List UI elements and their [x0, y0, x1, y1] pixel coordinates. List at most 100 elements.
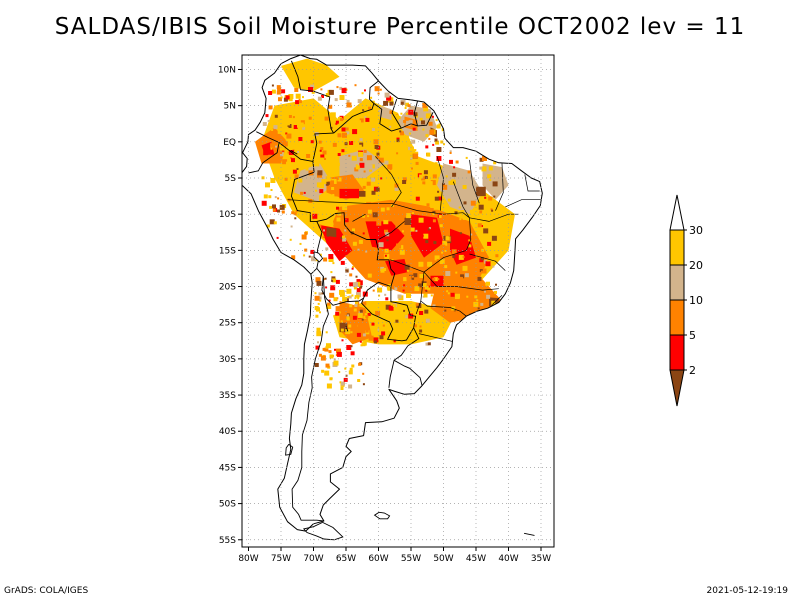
data-pixel: [327, 302, 331, 306]
lat-label: 25S: [219, 319, 236, 329]
data-pixel: [438, 215, 442, 218]
data-pixel: [280, 105, 283, 108]
data-pixel: [387, 164, 393, 170]
data-pixel: [295, 93, 301, 99]
data-pixel: [279, 204, 285, 210]
data-pixel: [462, 185, 467, 189]
percentile-patch-red: [385, 259, 408, 276]
data-pixel: [430, 204, 435, 208]
data-pixel: [423, 106, 429, 112]
data-pixel: [363, 170, 366, 173]
data-pixel: [319, 149, 322, 152]
data-pixel: [367, 139, 371, 143]
data-pixel: [347, 314, 349, 317]
data-pixel: [402, 180, 407, 184]
data-pixel: [295, 210, 298, 213]
data-pixel: [487, 241, 492, 246]
data-pixel: [480, 302, 484, 306]
data-pixel: [318, 157, 324, 163]
data-pixel: [333, 358, 336, 361]
data-pixel: [263, 150, 269, 156]
data-pixel: [469, 209, 474, 214]
data-pixel: [328, 184, 331, 187]
lat-label: 10N: [218, 65, 236, 75]
data-pixel: [447, 292, 450, 295]
data-pixel: [444, 289, 447, 292]
data-pixel: [419, 174, 424, 179]
legend-swatch: [669, 264, 685, 301]
data-pixel: [434, 255, 440, 261]
data-pixel: [406, 269, 409, 272]
data-pixel: [340, 260, 345, 265]
data-pixel: [491, 235, 497, 241]
data-pixel: [354, 206, 359, 211]
data-pixel: [339, 86, 343, 90]
data-pixel: [351, 294, 354, 297]
data-pixel: [314, 196, 319, 202]
data-pixel: [368, 146, 371, 149]
lat-label: 15S: [219, 246, 236, 256]
data-pixel: [372, 289, 375, 292]
data-pixel: [446, 290, 449, 293]
data-pixel: [400, 131, 404, 136]
data-pixel: [418, 184, 424, 190]
data-pixel: [358, 210, 364, 215]
data-pixel: [367, 132, 371, 136]
data-pixel: [446, 234, 449, 237]
data-pixel: [484, 196, 487, 199]
data-pixel: [277, 197, 280, 200]
data-pixel: [403, 327, 407, 331]
data-pixel: [342, 132, 347, 138]
data-pixel: [450, 292, 455, 297]
state-border: [492, 294, 503, 305]
data-pixel: [318, 296, 322, 300]
data-pixel: [359, 142, 364, 147]
data-pixel: [404, 315, 408, 319]
data-pixel: [354, 297, 357, 300]
data-pixel: [405, 102, 409, 107]
data-pixel: [372, 145, 376, 149]
data-pixel: [470, 200, 476, 206]
map-frame: [241, 54, 555, 548]
data-pixel: [479, 166, 483, 170]
data-pixel: [418, 283, 423, 288]
data-pixel: [474, 295, 478, 299]
data-pixel: [337, 177, 342, 182]
data-pixel: [351, 364, 355, 368]
data-pixel: [402, 158, 405, 161]
data-pixel: [359, 309, 363, 313]
data-pixel: [269, 219, 275, 225]
data-pixel: [423, 293, 428, 298]
data-pixel: [436, 156, 442, 161]
data-pixel: [341, 88, 347, 94]
data-pixel: [382, 324, 385, 327]
data-pixel: [282, 184, 287, 190]
data-pixel: [298, 100, 302, 104]
data-pixel: [406, 293, 411, 298]
data-pixel: [294, 174, 299, 179]
data-pixel: [356, 120, 361, 126]
data-pixel: [387, 177, 393, 183]
data-pixel: [342, 296, 348, 302]
data-pixel: [477, 276, 482, 281]
data-pixel: [414, 286, 420, 292]
data-pixel: [432, 277, 436, 281]
data-pixel: [374, 86, 380, 92]
data-pixel: [414, 281, 419, 286]
data-pixel: [333, 297, 338, 302]
data-pixel: [328, 104, 333, 109]
data-pixel: [384, 293, 387, 296]
data-pixel: [281, 210, 285, 214]
data-pixel: [404, 311, 407, 313]
data-pixel: [318, 292, 322, 296]
lon-label: 40W: [498, 554, 518, 564]
lat-label: EQ: [223, 138, 236, 148]
state-border: [436, 156, 444, 211]
data-pixel: [402, 289, 405, 292]
country-border: [333, 80, 379, 134]
data-pixel: [367, 273, 372, 278]
data-pixel: [325, 286, 328, 289]
data-pixel: [371, 143, 376, 148]
data-pixel: [330, 180, 334, 185]
data-pixel: [434, 185, 438, 189]
